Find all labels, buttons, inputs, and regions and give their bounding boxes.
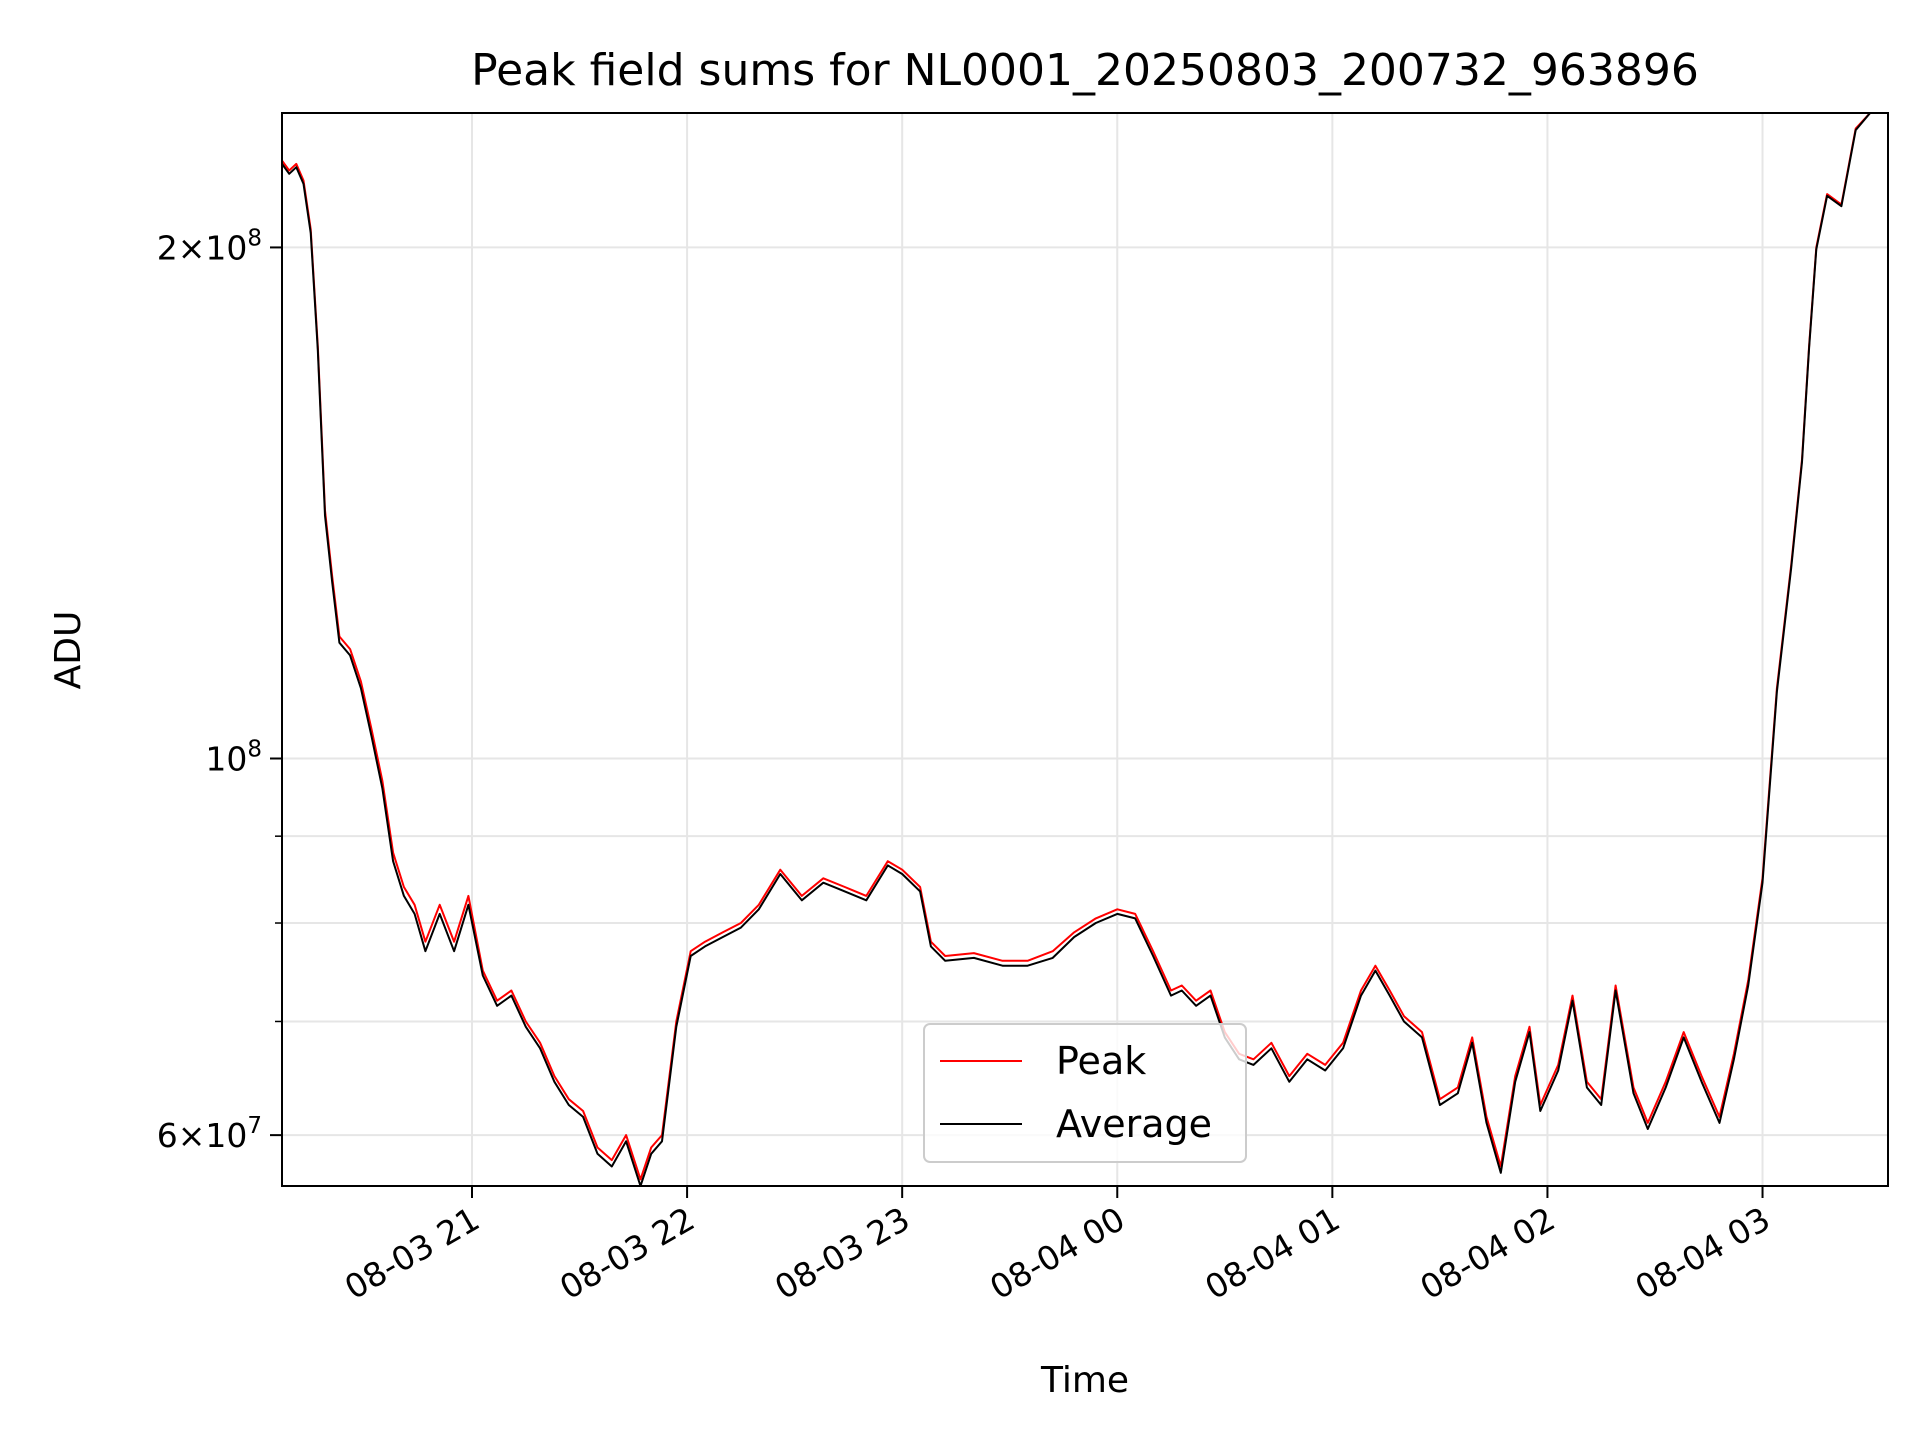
y-tick-label: 108 — [205, 736, 262, 778]
chart-title: Peak field sums for NL0001_20250803_2007… — [471, 45, 1699, 96]
legend-label-peak: Peak — [1056, 1039, 1146, 1083]
series-lines — [282, 113, 1888, 1186]
y-tick-label: 6×107 — [157, 1113, 262, 1155]
series-line-average — [282, 113, 1888, 1186]
x-axis-label: Time — [1040, 1360, 1129, 1401]
legend-box — [923, 1023, 1247, 1163]
y-axis-label: ADU — [48, 611, 89, 690]
legend: Peak Average — [923, 1023, 1247, 1163]
series-line-peak — [282, 113, 1888, 1181]
y-axis: 6×107 108 2×108 — [157, 225, 282, 1155]
y-tick-label: 2×108 — [157, 225, 262, 267]
grid — [282, 113, 1888, 1186]
legend-label-average: Average — [1056, 1102, 1212, 1146]
plot-frame — [281, 112, 1889, 1187]
